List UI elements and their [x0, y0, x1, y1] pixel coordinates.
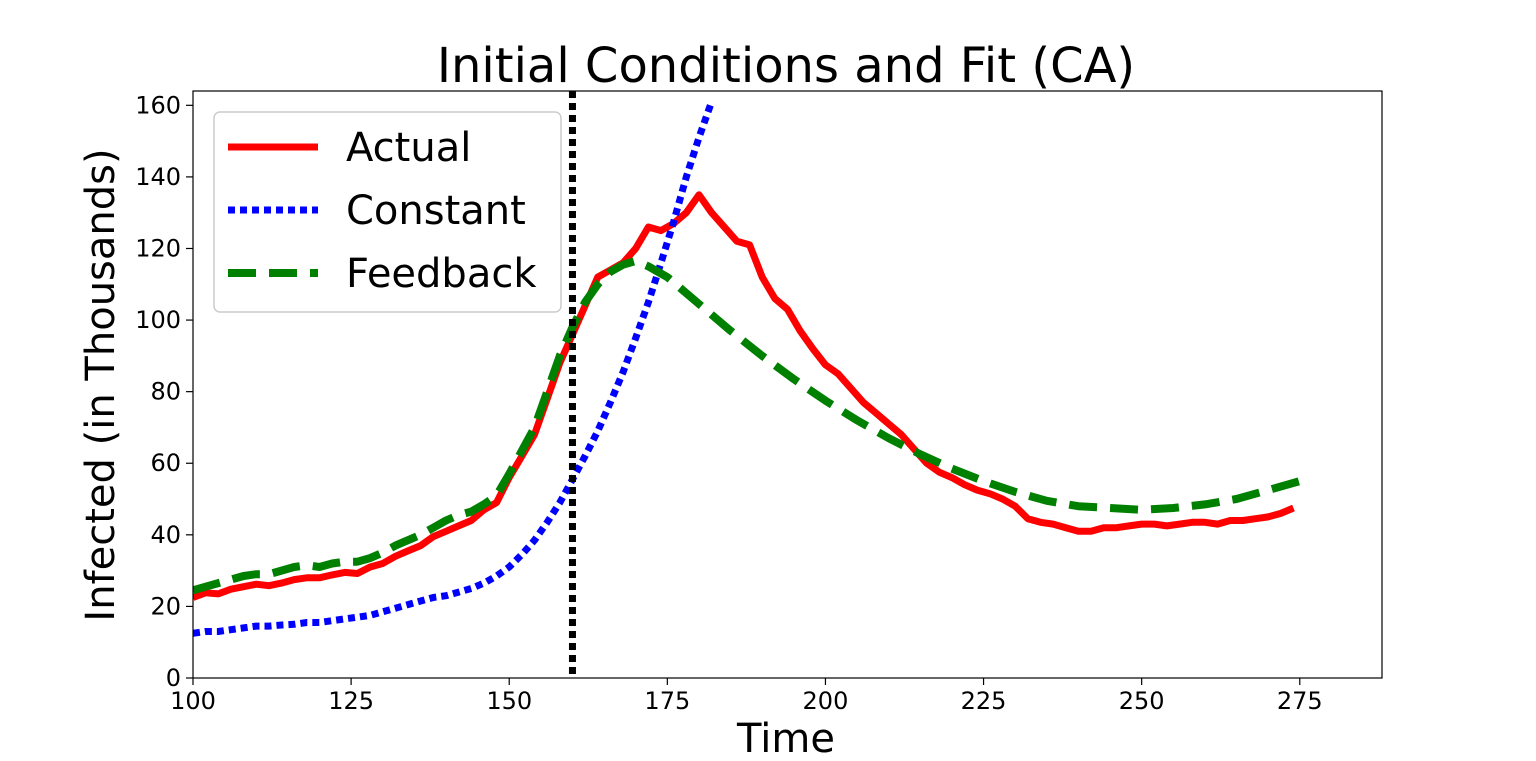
x-tick-label: 250 — [1119, 687, 1165, 715]
series-line-constant — [193, 100, 715, 637]
y-tick-label: 60 — [150, 449, 181, 477]
legend-box — [213, 111, 562, 313]
plot-area: 100 125 150 175 200 225 250 275 0 20 40 60 80 100 120 1… — [135, 90, 1383, 715]
series-line-actual — [193, 191, 1295, 601]
legend-label-constant: Constant — [346, 188, 526, 234]
series-group — [193, 91, 1301, 678]
y-axis-title: Infected (in Thousands) — [78, 148, 124, 621]
y-tick-label: 20 — [150, 592, 181, 620]
chart-title: Initial Conditions and Fit (CA) — [437, 38, 1135, 94]
x-tick-label: 125 — [328, 687, 374, 715]
y-tick-label: 140 — [135, 163, 181, 191]
y-tick-label: 160 — [135, 91, 181, 119]
y-tick-label: 100 — [135, 306, 181, 334]
x-tick-label: 225 — [961, 687, 1007, 715]
legend-label-feedback: Feedback — [346, 251, 537, 297]
y-tick-label: 80 — [150, 378, 181, 406]
legend-label-actual: Actual — [346, 125, 471, 171]
x-tick-label: 175 — [644, 687, 690, 715]
x-tick-label: 200 — [803, 687, 849, 715]
legend: Actual Constant Feedback — [213, 111, 562, 313]
plot-frame — [192, 90, 1383, 679]
x-tick-label: 100 — [170, 687, 216, 715]
series-line-feedback — [193, 257, 1301, 595]
x-tick-label: 150 — [486, 687, 532, 715]
y-tick-label: 120 — [135, 234, 181, 262]
y-tick-label: 40 — [150, 521, 181, 549]
x-tick-label: 275 — [1277, 687, 1323, 715]
y-tick-label: 0 — [166, 664, 181, 692]
x-axis-title: Time — [736, 716, 835, 761]
